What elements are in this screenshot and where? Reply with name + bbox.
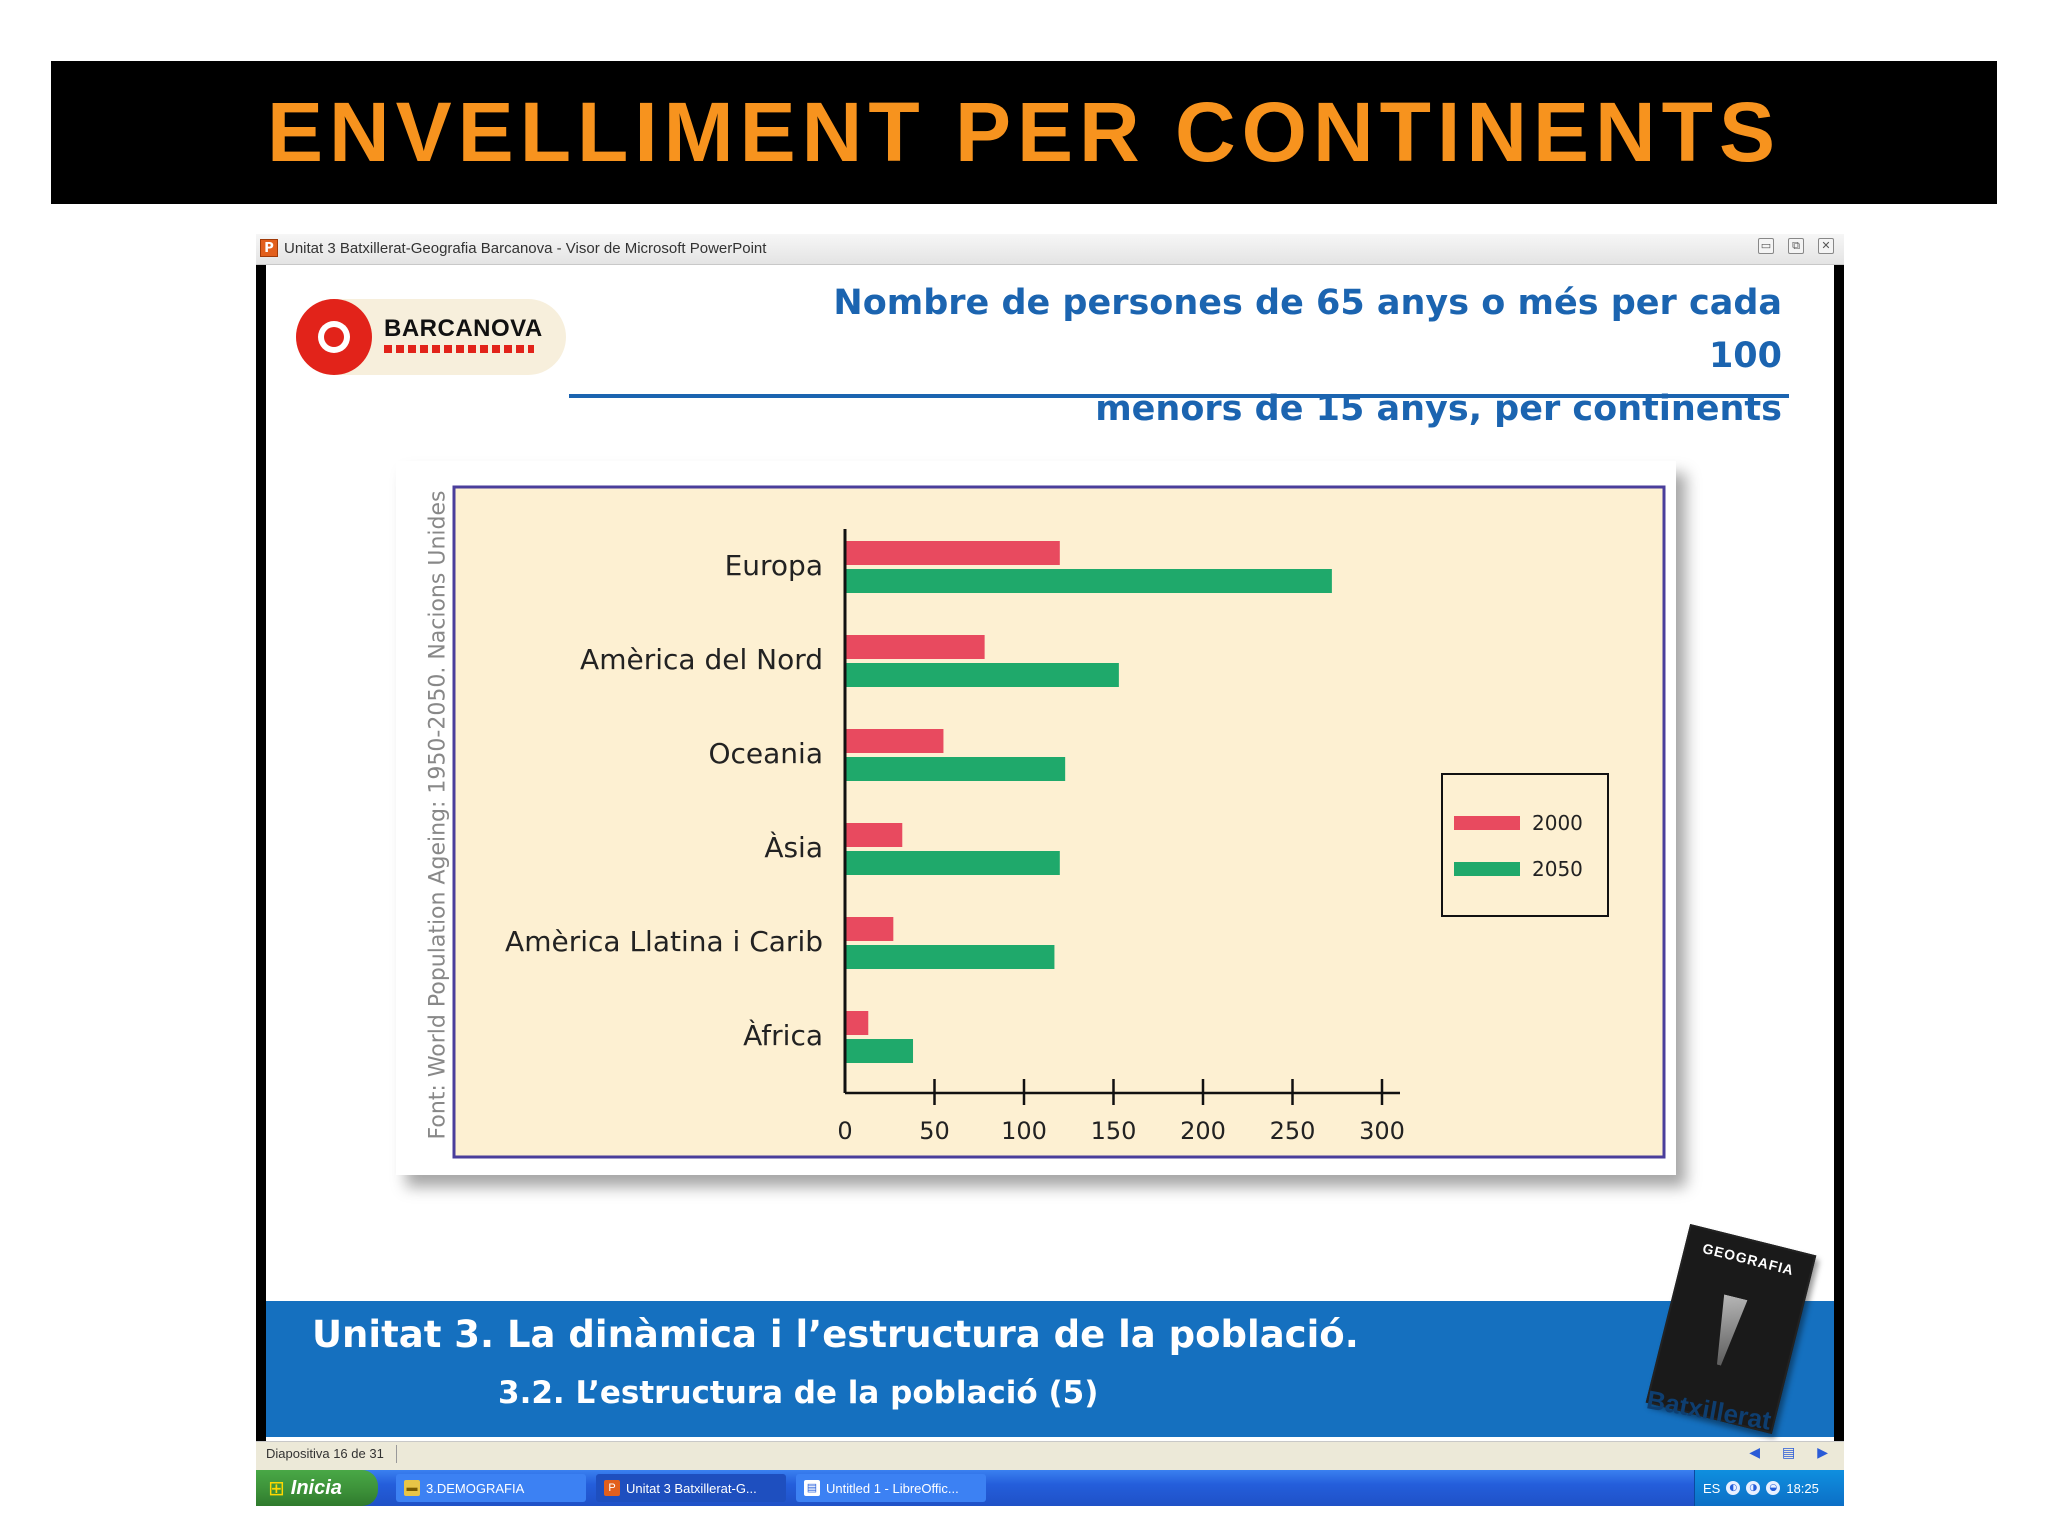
book-art-icon [1699, 1292, 1755, 1370]
banner-title: ENVELLIMENT PER CONTINENTS [266, 85, 1782, 179]
bar-2000-4 [845, 917, 894, 941]
powerpoint-viewer-window: P Unitat 3 Batxillerat-Geografia Barcano… [256, 234, 1844, 1506]
barcanova-logo: BARCANOVA [296, 299, 566, 375]
bar-2050-3 [845, 851, 1060, 875]
close-button[interactable]: ✕ [1818, 238, 1834, 254]
status-separator [396, 1445, 397, 1463]
taskbar-item-label: Unitat 3 Batxillerat-G... [626, 1480, 757, 1496]
system-tray: ES ◐ ◑ ◒ 18:25 [1694, 1470, 1844, 1506]
bar-2050-2 [845, 757, 1066, 781]
powerpoint-icon: P [604, 1480, 620, 1496]
category-label: Europa [725, 549, 823, 582]
slide-menu-icon[interactable]: ▤ [1781, 1445, 1796, 1461]
unit-band [266, 1301, 1834, 1437]
x-tick-label: 250 [1270, 1117, 1316, 1145]
bar-2000-3 [845, 823, 903, 847]
legend-box [1441, 773, 1609, 917]
next-slide-icon[interactable]: ▶ [1817, 1445, 1828, 1461]
bar-2000-5 [845, 1011, 869, 1035]
x-tick-label: 0 [837, 1117, 852, 1145]
slide-counter: Diapositiva 16 de 31 [266, 1446, 384, 1461]
category-label: Oceania [708, 737, 823, 770]
bar-2050-4 [845, 945, 1055, 969]
taskbar-item-folder[interactable]: ▬ 3.DEMOGRAFIA [396, 1474, 586, 1502]
slide-frame-left [256, 265, 266, 1441]
logo-text: BARCANOVA [384, 315, 543, 342]
previous-slide-icon[interactable]: ◀ [1749, 1445, 1760, 1461]
bar-chart: Europa Amèrica del Nord Oceania Àsia Amèrica… [452, 485, 1666, 1159]
security-icon[interactable]: ◑ [1746, 1481, 1761, 1495]
title-rule [569, 394, 1789, 398]
legend-swatch-2000 [1454, 816, 1520, 830]
legend-label: 2000 [1532, 811, 1583, 835]
logo-wave-icon [384, 345, 534, 353]
bar-2050-5 [845, 1039, 914, 1063]
windows-flag-icon: ⊞ [268, 1476, 285, 1500]
slide-frame-right [1834, 265, 1844, 1441]
unit-title: Unitat 3. La dinàmica i l’estructura de … [312, 1313, 1359, 1356]
taskbar-item-libreoffice[interactable]: ▤ Untitled 1 - LibreOffic... [796, 1474, 986, 1502]
slide-title-line2: menors de 15 anys, per continents [1095, 389, 1782, 429]
taskbar-item-label: 3.DEMOGRAFIA [426, 1480, 525, 1496]
category-label: Àsia [764, 830, 823, 864]
taskbar-item-label: Untitled 1 - LibreOffic... [826, 1480, 959, 1496]
slide[interactable]: BARCANOVA Nombre de persones de 65 anys … [266, 265, 1834, 1441]
book-title: GEOGRAFIA [1700, 1240, 1796, 1279]
unit-subtitle: 3.2. L’estructura de la població (5) [498, 1375, 1099, 1411]
window-titlebar[interactable]: P Unitat 3 Batxillerat-Geografia Barcano… [256, 234, 1844, 265]
taskbar: ⊞ Inicia ▬ 3.DEMOGRAFIA P Unitat 3 Batxi… [256, 1470, 1844, 1506]
bar-2000-1 [845, 635, 985, 659]
category-label: Amèrica Llatina i Carib [505, 925, 823, 958]
x-tick-label: 150 [1091, 1117, 1137, 1145]
network-icon[interactable]: ◐ [1726, 1481, 1741, 1495]
start-button[interactable]: ⊞ Inicia [256, 1470, 378, 1506]
bar-2050-0 [845, 569, 1332, 593]
language-indicator[interactable]: ES [1703, 1480, 1721, 1496]
clock: 18:25 [1786, 1480, 1819, 1496]
slide-title-line1: Nombre de persones de 65 anys o més per … [833, 283, 1782, 376]
title-banner: ENVELLIMENT PER CONTINENTS [51, 61, 1997, 204]
powerpoint-icon: P [260, 239, 278, 257]
category-label: Àfrica [743, 1018, 823, 1052]
chart-source-text: Font: World Population Ageing: 1950-2050… [425, 490, 451, 1140]
bar-2000-0 [845, 541, 1060, 565]
minimize-button[interactable]: ▭ [1758, 238, 1774, 254]
bar-2000-2 [845, 729, 944, 753]
taskbar-item-powerpoint[interactable]: P Unitat 3 Batxillerat-G... [596, 1474, 786, 1502]
chart-source: Font: World Population Ageing: 1950-2050… [418, 491, 458, 1140]
start-label: Inicia [290, 1476, 342, 1499]
category-label: Amèrica del Nord [580, 643, 823, 676]
x-tick-label: 50 [919, 1117, 950, 1145]
x-tick-label: 300 [1359, 1117, 1405, 1145]
volume-icon[interactable]: ◒ [1766, 1481, 1781, 1495]
chart-card: Europa Amèrica del Nord Oceania Àsia Amèrica… [396, 461, 1676, 1175]
bar-2050-1 [845, 663, 1119, 687]
folder-icon: ▬ [404, 1480, 420, 1496]
logo-circle-icon [296, 299, 372, 375]
x-tick-label: 200 [1180, 1117, 1226, 1145]
restore-button[interactable]: ⧉ [1788, 238, 1804, 254]
slide-title: Nombre de persones de 65 anys o més per … [802, 277, 1782, 436]
status-bar: Diapositiva 16 de 31 ◀ ▤ ▶ [256, 1441, 1844, 1467]
document-icon: ▤ [804, 1480, 820, 1496]
legend-swatch-2050 [1454, 862, 1520, 876]
window-title: Unitat 3 Batxillerat-Geografia Barcanova… [284, 240, 767, 257]
x-tick-label: 100 [1001, 1117, 1047, 1145]
legend-label: 2050 [1532, 857, 1583, 881]
